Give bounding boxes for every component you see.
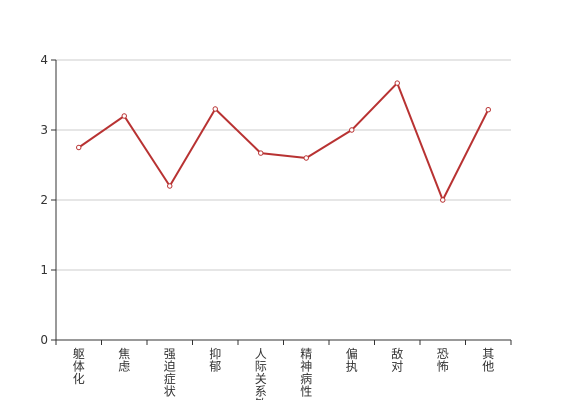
tick-labels: 0 1 2 3 4 躯体化 焦虑 强迫症状 抑郁 人际关系敏 精神病性 偏执 敌对 恐怖 其他 [40, 53, 494, 400]
y-tick-label: 2 [40, 193, 48, 207]
grid-lines [56, 59, 511, 271]
data-point [394, 80, 400, 86]
x-tick-label: 偏执 [346, 346, 358, 374]
x-tick-label: 敌对 [391, 346, 403, 374]
data-point [349, 127, 355, 133]
x-tick-label: 恐怖 [437, 347, 449, 374]
series-line [78, 82, 490, 201]
data-point [258, 150, 264, 156]
data-point [303, 155, 309, 161]
data-point [167, 183, 173, 189]
axes [51, 59, 512, 345]
data-point [76, 144, 82, 151]
x-tick-label: 人际关系敏 [255, 347, 267, 400]
series-layer [76, 80, 491, 203]
y-tick-label: 3 [40, 123, 48, 137]
data-point [212, 106, 218, 112]
data-point [121, 113, 127, 119]
x-tick-label: 躯体化 [73, 346, 85, 386]
y-tick-label: 4 [40, 53, 48, 67]
x-tick-label: 焦虑 [118, 347, 130, 374]
x-tick-label: 抑郁 [209, 346, 221, 374]
x-tick-label: 其他 [482, 347, 494, 374]
y-tick-label: 0 [40, 333, 48, 347]
data-point [440, 197, 446, 203]
y-tick-label: 1 [40, 263, 48, 277]
x-tick-label: 精神病性 [300, 347, 312, 399]
x-tick-label: 强迫症状 [164, 347, 176, 399]
data-point [485, 107, 491, 113]
